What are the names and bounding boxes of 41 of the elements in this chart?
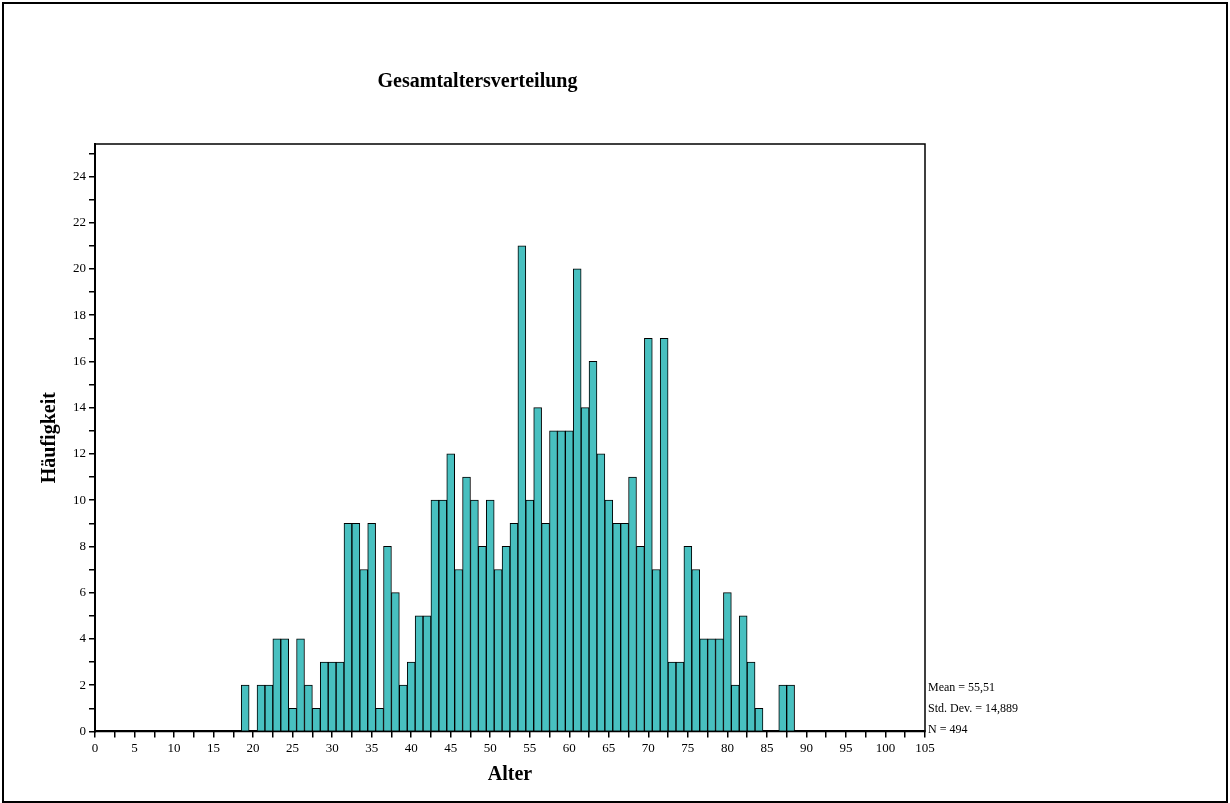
x-tick-label: 95 xyxy=(839,739,853,755)
x-tick-label: 55 xyxy=(523,739,537,755)
y-tick-label: 20 xyxy=(73,260,86,276)
y-tick-label: 6 xyxy=(79,584,87,600)
x-tick-label: 105 xyxy=(915,739,935,755)
chart-title: Gesamtaltersverteilung xyxy=(377,69,578,93)
x-tick-label: 15 xyxy=(207,739,221,755)
y-tick-label: 16 xyxy=(73,352,87,368)
x-tick-label: 85 xyxy=(760,739,774,755)
y-tick-label: 8 xyxy=(79,537,86,553)
x-tick-label: 65 xyxy=(602,739,616,755)
y-tick-label: 24 xyxy=(73,167,87,183)
y-tick-label: 4 xyxy=(79,630,87,646)
text: Std. Dev. = 14,889 xyxy=(928,700,1018,715)
x-tick-label: 80 xyxy=(720,739,734,755)
x-tick-label: 75 xyxy=(681,739,695,755)
x-tick-label: 90 xyxy=(799,739,813,755)
x-tick-label: 70 xyxy=(641,739,655,755)
y-tick-label: 2 xyxy=(79,676,86,692)
x-tick-label: 0 xyxy=(91,739,99,755)
x-tick-label: 40 xyxy=(404,739,418,755)
x-tick-label: 30 xyxy=(325,739,339,755)
y-tick-label: 14 xyxy=(73,399,87,415)
x-tick-label: 20 xyxy=(246,739,260,755)
y-axis-title: Häufigkeit xyxy=(37,391,61,484)
y-tick-label: 22 xyxy=(73,214,86,230)
x-tick-label: 60 xyxy=(562,739,576,755)
x-tick-label: 45 xyxy=(444,739,458,755)
text: Mean = 55,51 xyxy=(928,679,996,694)
y-tick-label: 10 xyxy=(73,491,86,507)
y-tick-label: 18 xyxy=(73,306,86,322)
x-tick-label: 35 xyxy=(365,739,379,755)
text: N = 494 xyxy=(928,721,968,736)
x-axis-title: Alter xyxy=(487,762,533,785)
x-tick-label: 25 xyxy=(286,739,300,755)
x-tick-label: 100 xyxy=(875,739,896,755)
x-tick-label: 50 xyxy=(483,739,497,755)
y-tick-label: 0 xyxy=(79,722,86,738)
x-tick-label: 5 xyxy=(131,739,138,755)
y-tick-label: 12 xyxy=(73,445,86,461)
x-tick-label: 10 xyxy=(167,739,181,755)
